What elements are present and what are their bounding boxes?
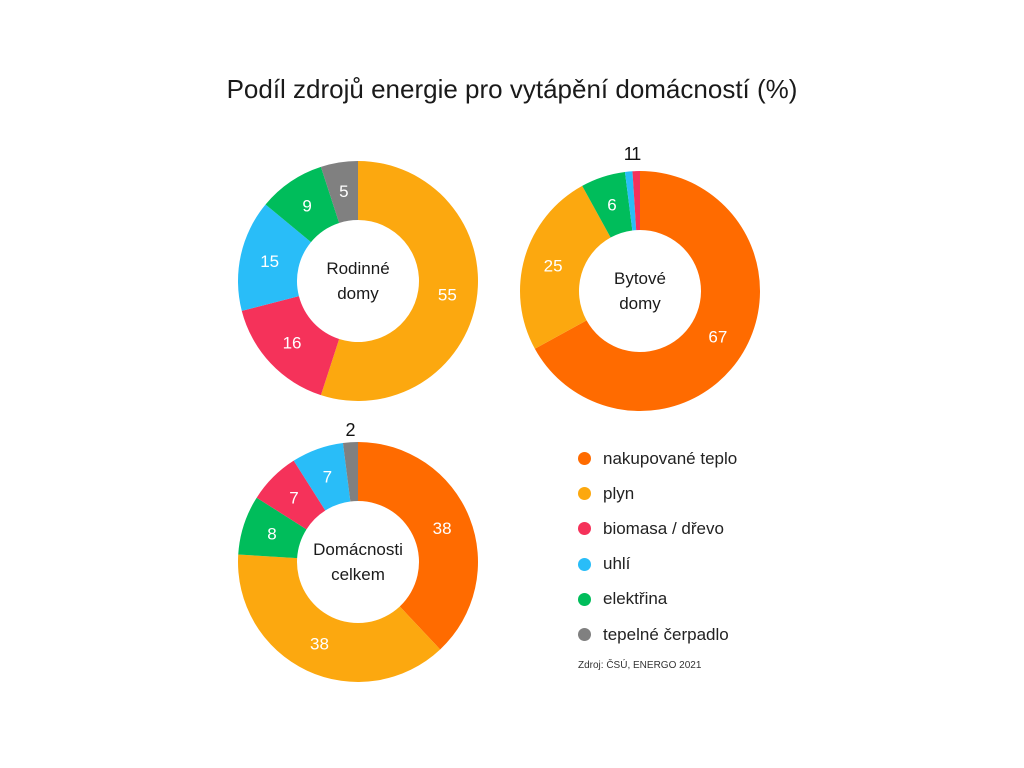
- donut1-segment-uhli: [238, 204, 311, 311]
- donut2-center-label: Bytové: [614, 269, 666, 288]
- legend-label: plyn: [603, 483, 635, 503]
- donut2-segment-nakupovane_teplo: [534, 171, 760, 411]
- donut1-segment-biomasa: [241, 296, 340, 396]
- chart-title: Podíl zdrojů energie pro vytápění domácn…: [226, 74, 798, 104]
- legend-swatch: [578, 487, 591, 501]
- donut1-center-label: Rodinné: [326, 259, 389, 278]
- legend-item-uhli: uhlí: [578, 547, 737, 582]
- source-note: Zdroj: ČSÚ, ENERGO 2021: [578, 660, 702, 671]
- donut2-value-label-elektrina: 6: [607, 195, 616, 214]
- legend-label: nakupované teplo: [603, 448, 738, 468]
- donut3-segment-biomasa: [256, 460, 326, 530]
- donut2-center-label: domy: [619, 294, 661, 313]
- donut2-segment-plyn: [520, 185, 611, 349]
- donut3-segment-plyn: [237, 554, 441, 683]
- legend-label: biomasa / dřevo: [603, 518, 724, 538]
- donut3-value-label-tepelne_cerpadlo: 2: [345, 420, 355, 440]
- legend-item-elektrina: elektřina: [578, 582, 737, 617]
- donut1-value-label-elektrina: 9: [302, 197, 311, 216]
- donut2-value-label-plyn: 25: [544, 256, 563, 275]
- donut2-value-label-uhli: 1: [624, 144, 634, 164]
- legend-swatch: [578, 522, 591, 536]
- legend-label: elektřina: [603, 589, 668, 609]
- donut3-segment-tepelne_cerpadlo: [342, 442, 358, 502]
- legend-swatch: [578, 592, 591, 606]
- legend-item-nakupovane_teplo: nakupované teplo: [578, 441, 737, 476]
- donut3-segment-uhli: [293, 442, 351, 511]
- legend-item-tepelne_cerpadlo: tepelné čerpadlo: [578, 617, 737, 652]
- legend: nakupované teplo plyn biomasa / dřevo uhlí e…: [578, 441, 737, 652]
- donut3-center-label: celkem: [331, 565, 385, 584]
- donut1-value-label-biomasa: 16: [283, 333, 302, 352]
- legend-swatch: [578, 557, 591, 571]
- donut3-value-label-biomasa: 7: [289, 489, 298, 508]
- donut3-segment-nakupovane_teplo: [358, 442, 479, 650]
- donut3-value-label-nakupovane_teplo: 38: [433, 519, 452, 538]
- donut1-value-label-plyn: 55: [438, 286, 457, 305]
- donut1-segment-plyn: [320, 161, 479, 401]
- donut2-segment-biomasa: [632, 171, 640, 231]
- donut2-value-label-biomasa: 1: [631, 144, 641, 164]
- donut3-value-label-plyn: 38: [310, 634, 329, 653]
- donut3-segment-elektrina: [238, 497, 307, 559]
- legend-swatch: [578, 628, 591, 642]
- donut1-center-label: domy: [337, 284, 379, 303]
- donut3-value-label-elektrina: 8: [267, 525, 276, 544]
- donut2-value-label-nakupovane_teplo: 67: [708, 328, 727, 347]
- donut1-segment-elektrina: [265, 166, 340, 243]
- legend-item-plyn: plyn: [578, 476, 737, 511]
- legend-label: uhlí: [603, 554, 631, 574]
- donut1-segment-tepelne_cerpadlo: [320, 161, 358, 223]
- legend-label: tepelné čerpadlo: [603, 624, 729, 644]
- donut2-segment-uhli: [624, 171, 637, 231]
- donut3-center-label: Domácnosti: [313, 540, 403, 559]
- donut3-value-label-uhli: 7: [323, 467, 332, 486]
- donut1-value-label-uhli: 15: [260, 252, 279, 271]
- legend-swatch: [578, 452, 591, 466]
- legend-item-biomasa: biomasa / dřevo: [578, 511, 737, 546]
- donut1-value-label-tepelne_cerpadlo: 5: [339, 182, 348, 201]
- donut2-segment-elektrina: [582, 171, 633, 238]
